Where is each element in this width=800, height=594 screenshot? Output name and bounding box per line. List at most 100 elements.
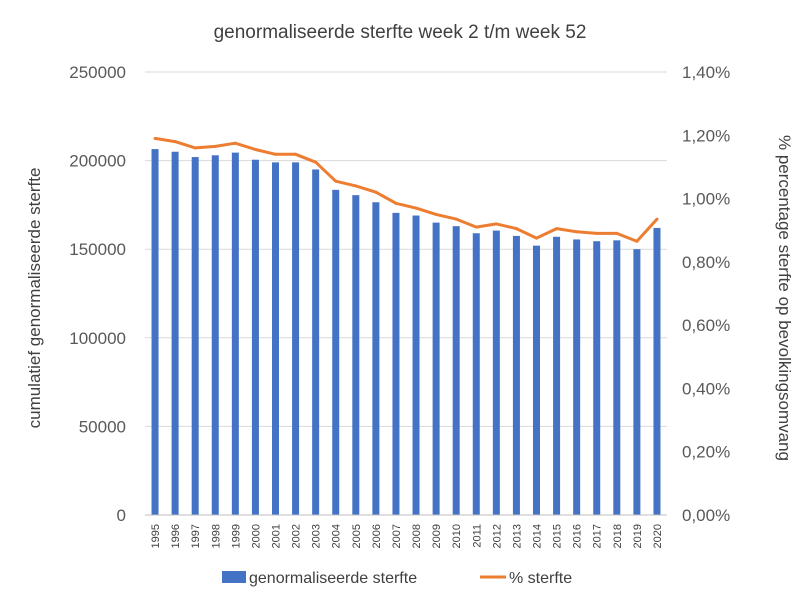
left-tick-label: 150000 [69,240,126,259]
x-tick-label: 2010 [451,524,463,548]
x-tick-label: 2007 [391,524,403,548]
x-tick-label: 2013 [511,524,523,548]
line-point [414,206,418,210]
x-tick-label: 1995 [150,524,162,548]
bar [372,202,380,515]
left-tick-label: 0 [117,506,126,525]
line-point [494,222,498,226]
line-point [555,227,559,231]
line-point [514,227,518,231]
line-point [655,217,659,221]
line-point [635,239,639,243]
bar [392,212,400,515]
bar [312,169,320,515]
line-point [595,231,599,235]
line-point [374,190,378,194]
x-tick-label: 2004 [331,524,343,548]
x-tick-label: 2003 [311,524,323,548]
right-axis-ticks: 0,00% 0,20% 0,40% 0,60% 0,80% 1,00% 1,20% 1,40% [682,63,730,525]
bar [151,149,159,515]
right-axis-title: % percentage sterfte op bevolkingsomvang [775,135,794,461]
bar [231,152,239,515]
line-point [354,184,358,188]
chart-title: genormaliseerde sterfte week 2 t/m week … [214,22,587,43]
line-path [154,136,659,243]
bar [613,240,621,515]
line-point [153,136,157,140]
bar [472,233,480,515]
x-tick-label: 2018 [612,524,624,548]
bar [211,155,219,515]
x-axis-ticks: 1995 1996 1997 1998 1999 2000 2001 2002 2003 2004… [145,514,667,548]
x-tick-label: 2001 [271,524,283,548]
x-tick-label: 2019 [632,524,644,548]
right-tick-label: 0,00% [682,506,730,525]
right-tick-label: 1,20% [682,126,730,145]
right-tick-label: 0,20% [682,443,730,462]
bar-series [151,149,661,516]
x-tick-label: 2020 [652,524,664,548]
x-tick-label: 2012 [491,524,503,548]
line-point [294,152,298,156]
x-tick-label: 2011 [471,524,483,548]
bar [251,159,259,516]
right-tick-label: 1,40% [682,63,730,82]
x-tick-label: 1997 [190,524,202,548]
left-axis-title: cumulatief genormaliseerde sterfte [25,168,44,429]
bar [191,157,199,515]
x-tick-label: 2005 [351,524,363,548]
line-point [233,141,237,145]
x-tick-label: 2016 [572,524,584,548]
bar [171,151,179,516]
bar [352,195,360,516]
grid-lines [145,71,667,516]
bar [573,239,581,516]
bar [633,249,641,515]
line-point [434,212,438,216]
line-point [474,225,478,229]
right-tick-label: 1,00% [682,190,730,209]
legend: genormaliseerde sterfte % sterfte [222,570,572,587]
left-tick-label: 250000 [69,63,126,82]
bar [272,162,279,515]
x-tick-label: 2002 [291,524,303,548]
x-tick-label: 2008 [411,524,423,548]
line-point [334,179,338,183]
x-tick-label: 1999 [230,524,242,548]
bar [332,189,340,515]
bar [432,222,440,515]
left-tick-label: 50000 [79,417,126,436]
line-point [394,201,398,205]
x-tick-label: 2014 [532,524,544,548]
legend-line-label: % sterfte [509,570,572,587]
line-point [173,140,177,144]
bar [533,245,540,515]
line-point [314,160,318,164]
left-tick-label: 100000 [69,329,126,348]
x-tick-label: 2017 [592,524,604,548]
bar [492,230,500,515]
bar [653,227,661,515]
x-tick-label: 2015 [552,524,564,548]
x-tick-label: 2009 [431,524,443,548]
bar [292,162,300,515]
x-tick-label: 2000 [250,524,262,548]
line-point [253,148,257,152]
bar [593,241,601,515]
line-point [274,152,277,156]
x-tick-label: 1996 [170,524,182,548]
line-point [454,217,458,221]
bar [412,215,420,516]
bar [512,235,520,515]
right-tick-label: 0,60% [682,316,730,335]
line-point [535,236,538,240]
right-tick-label: 0,40% [682,379,730,398]
x-tick-label: 1998 [210,524,222,548]
left-tick-label: 200000 [69,152,126,171]
right-tick-label: 0,80% [682,253,730,272]
bar [452,226,460,515]
legend-bar-swatch [222,571,246,583]
legend-bar-label: genormaliseerde sterfte [249,570,417,587]
